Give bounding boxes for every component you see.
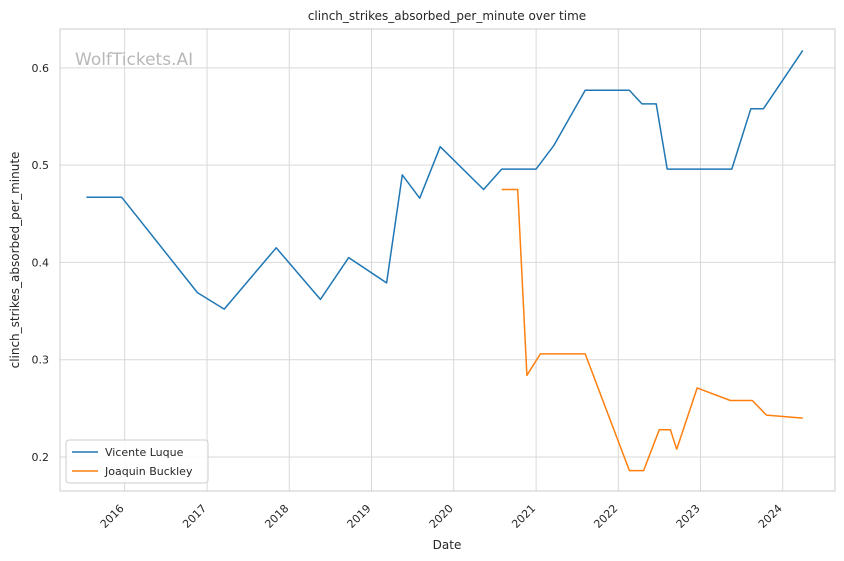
legend-label-vicente-luque: Vicente Luque xyxy=(105,446,184,459)
x-tick-label-2016: 2016 xyxy=(98,502,127,531)
series-line-joaquin-buckley xyxy=(501,188,803,472)
y-tick-label-0.3: 0.3 xyxy=(32,354,50,367)
chart-title: clinch_strikes_absorbed_per_minute over … xyxy=(308,9,586,23)
legend-label-joaquin-buckley: Joaquin Buckley xyxy=(104,465,193,478)
x-tick-label-2018: 2018 xyxy=(262,502,291,531)
x-tick-label-2022: 2022 xyxy=(591,502,620,531)
x-tick-label-2023: 2023 xyxy=(674,502,703,531)
y-tick-label-0.2: 0.2 xyxy=(32,451,50,464)
watermark: WolfTickets.AI xyxy=(75,50,193,70)
plot-frame xyxy=(59,28,836,492)
x-axis-title: Date xyxy=(433,538,462,552)
legend: Vicente Luque Joaquin Buckley xyxy=(65,439,209,484)
x-tick-label-2019: 2019 xyxy=(345,502,374,531)
legend-box xyxy=(65,439,209,484)
x-tick-label-2021: 2021 xyxy=(509,502,538,531)
series-layer xyxy=(86,49,804,472)
x-tick-label-2024: 2024 xyxy=(756,502,785,531)
y-tick-label-0.6: 0.6 xyxy=(32,62,50,75)
y-tick-label-0.4: 0.4 xyxy=(32,256,50,269)
x-tick-labels: 2016 2017 2018 2019 2020 2021 2022 2023 2024 xyxy=(98,502,785,531)
x-tick-label-2020: 2020 xyxy=(427,502,456,531)
y-gridlines xyxy=(60,67,835,458)
y-axis-title: clinch_strikes_absorbed_per_minute xyxy=(8,152,22,369)
y-tick-label-0.5: 0.5 xyxy=(32,159,50,172)
y-tick-labels: 0.2 0.3 0.4 0.5 0.6 xyxy=(32,62,50,464)
x-tick-label-2017: 2017 xyxy=(180,502,209,531)
series-line-vicente-luque xyxy=(86,49,804,310)
x-gridlines xyxy=(124,29,784,491)
